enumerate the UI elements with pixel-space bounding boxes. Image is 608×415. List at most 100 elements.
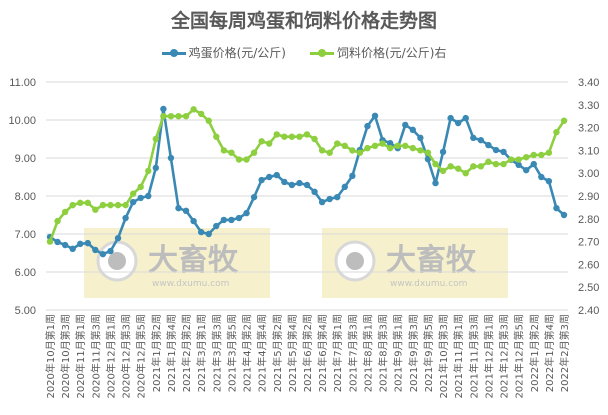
svg-text:2021年5月第4周: 2021年5月第4周 [286, 314, 299, 392]
data-point [538, 173, 545, 181]
data-point [334, 140, 341, 147]
data-point [213, 133, 220, 140]
svg-text:2021年3月第5周: 2021年3月第5周 [225, 314, 238, 392]
data-point [409, 144, 417, 152]
data-point [175, 113, 182, 120]
svg-text:2021年7月第1周: 2021年7月第1周 [331, 314, 344, 392]
data-point [220, 147, 228, 154]
svg-text:3.40: 3.40 [578, 77, 599, 89]
data-point [417, 134, 424, 142]
svg-text:2020年10月第3周: 2020年10月第3周 [59, 314, 72, 399]
data-point [349, 172, 356, 180]
data-point [54, 238, 61, 246]
data-point [182, 113, 190, 120]
data-point [250, 149, 258, 156]
data-point [507, 156, 515, 163]
data-point [273, 171, 280, 179]
data-point [523, 154, 530, 161]
svg-text:9.00: 9.00 [15, 153, 36, 165]
data-point [99, 250, 107, 258]
data-point [114, 201, 122, 209]
legend-item-feed[interactable]: 饲料价格(元/公斤)右 [310, 44, 446, 61]
feed-line-marker-icon [310, 48, 334, 58]
data-point [311, 188, 318, 196]
svg-text:2021年6月第2周: 2021年6月第2周 [301, 314, 314, 392]
svg-text:2021年10月第3周: 2021年10月第3周 [437, 314, 450, 399]
svg-text:11.00: 11.00 [9, 77, 36, 89]
data-point [77, 199, 84, 207]
data-point [371, 112, 379, 120]
egg-price-series [46, 105, 568, 258]
data-point [182, 207, 190, 215]
data-point [500, 148, 507, 156]
svg-text:2021年8月第3周: 2021年8月第3周 [377, 314, 390, 392]
data-point [145, 167, 152, 175]
svg-text:2.80: 2.80 [578, 214, 599, 226]
data-point [175, 204, 182, 212]
svg-text:2021年9月第5周: 2021年9月第5周 [422, 314, 435, 392]
data-point [303, 181, 311, 189]
data-point [371, 142, 379, 150]
svg-text:2.50: 2.50 [578, 282, 599, 294]
svg-text:2020年12月第3周: 2020年12月第3周 [120, 314, 133, 399]
data-point [402, 142, 409, 150]
data-point [341, 183, 348, 191]
data-point [417, 147, 424, 154]
data-point [326, 195, 333, 203]
svg-text:大畜牧: 大畜牧 [148, 243, 239, 278]
data-point [84, 199, 91, 207]
svg-text:2022年1月第4周: 2022年1月第4周 [543, 314, 556, 392]
data-point [107, 201, 114, 209]
data-point [197, 228, 205, 236]
svg-text:7.00: 7.00 [15, 229, 36, 241]
right-y-axis: 2.40 2.50 2.60 2.70 2.80 2.90 3.00 3.10 3.20 3.30… [578, 77, 599, 317]
data-point [530, 151, 537, 159]
data-point [447, 114, 454, 122]
data-point [545, 149, 553, 156]
data-point [99, 201, 107, 209]
chart-title: 全国每周鸡蛋和饲料价格走势图 [170, 10, 437, 32]
data-point [258, 138, 265, 145]
svg-text:www.dxumu.com: www.dxumu.com [152, 279, 229, 289]
svg-text:2021年1月第2周: 2021年1月第2周 [150, 314, 163, 392]
data-point [318, 147, 326, 154]
data-point [341, 142, 348, 150]
svg-text:2021年12月第1周: 2021年12月第1周 [482, 314, 495, 399]
data-point [266, 173, 273, 181]
legend-item-egg[interactable]: 鸡蛋价格(元/公斤) [161, 44, 286, 61]
data-point [334, 193, 341, 201]
data-point [364, 144, 371, 152]
data-point [258, 176, 265, 184]
data-point [432, 160, 439, 168]
svg-text:2020年10月第1周: 2020年10月第1周 [44, 314, 57, 399]
svg-text:2020年12月第5周: 2020年12月第5周 [135, 314, 148, 399]
data-point [454, 165, 462, 172]
data-point [228, 216, 235, 224]
data-point [213, 222, 220, 230]
data-point [243, 156, 250, 163]
x-axis: 2020年10月第1周 2020年10月第3周 2020年11月第1周 2020年11… [44, 314, 571, 399]
svg-text:2021年8月第1周: 2021年8月第1周 [361, 314, 374, 392]
svg-text:2022年1月第2周: 2022年1月第2周 [528, 314, 541, 392]
egg-line-marker-icon [161, 48, 186, 58]
data-point [560, 117, 568, 124]
data-point [296, 133, 303, 140]
data-point [485, 158, 492, 165]
data-point [122, 201, 129, 209]
svg-text:2021年11月第3周: 2021年11月第3周 [467, 314, 480, 399]
data-point [462, 114, 469, 122]
data-point [250, 193, 258, 201]
svg-text:www.dxumu.com: www.dxumu.com [390, 279, 467, 289]
data-point [235, 214, 243, 222]
data-point [356, 149, 364, 156]
data-point [492, 160, 500, 168]
data-point [409, 126, 417, 134]
data-point [462, 170, 469, 177]
data-series [46, 105, 568, 258]
data-point [447, 163, 454, 170]
data-point [220, 216, 228, 224]
data-point [454, 119, 462, 127]
data-point [137, 194, 144, 202]
